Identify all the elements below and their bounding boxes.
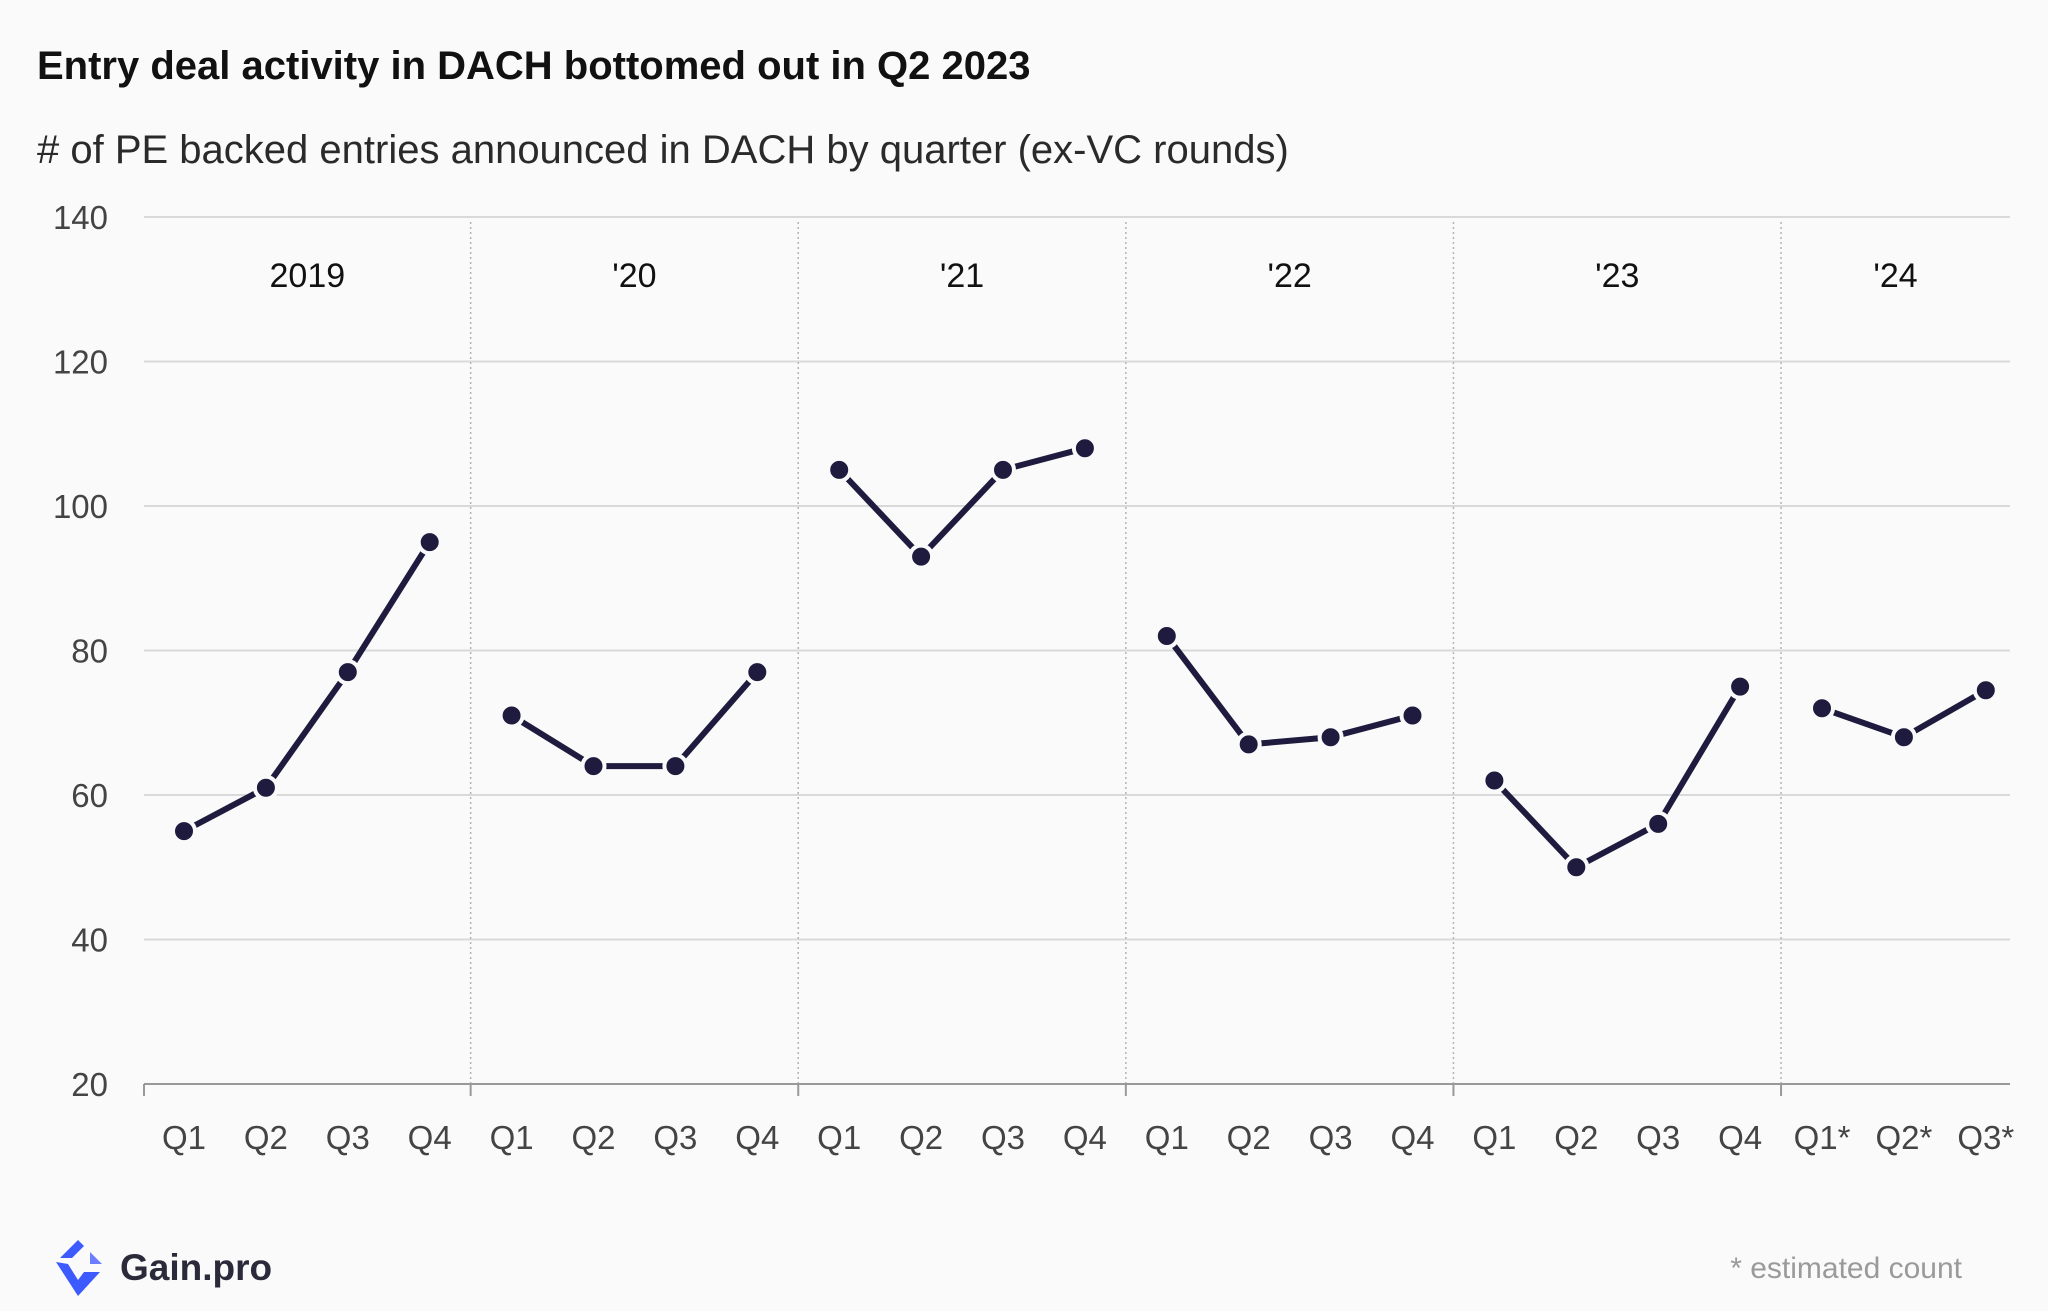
y-tick-label: 140 xyxy=(53,199,108,236)
x-tick-label: Q4 xyxy=(1718,1119,1762,1156)
grid-lines xyxy=(144,216,2010,941)
y-tick-label: 80 xyxy=(71,633,108,670)
x-tick-label: Q2 xyxy=(571,1119,615,1156)
x-tick-label: Q2 xyxy=(1227,1119,1271,1156)
series-points xyxy=(171,435,1999,881)
y-tick-label: 100 xyxy=(53,488,108,525)
data-point[interactable] xyxy=(1727,673,1754,700)
gain-pro-logo-icon xyxy=(56,1240,102,1296)
chart-title: Entry deal activity in DACH bottomed out… xyxy=(37,44,1031,88)
x-tick-label: Q3 xyxy=(981,1119,1025,1156)
series-line-4 xyxy=(1491,683,1744,871)
brand-logo[interactable]: Gain.pro xyxy=(50,1238,272,1298)
year-label: '21 xyxy=(940,257,984,295)
year-label: '22 xyxy=(1267,257,1311,295)
year-labels: 2019 '20 '21 '22 '23 '24 xyxy=(270,257,1918,295)
y-tick-label: 60 xyxy=(71,777,108,814)
data-point[interactable] xyxy=(1645,810,1672,837)
x-tick-label: Q3 xyxy=(326,1119,370,1156)
data-point[interactable] xyxy=(252,774,279,801)
x-tick-label: Q1 xyxy=(162,1119,206,1156)
x-tick-label: Q2* xyxy=(1875,1119,1932,1156)
year-label: '24 xyxy=(1873,257,1917,295)
data-point[interactable] xyxy=(1563,854,1590,881)
data-point[interactable] xyxy=(1399,702,1426,729)
year-label: '23 xyxy=(1595,257,1639,295)
x-tick-label: Q4 xyxy=(1063,1119,1107,1156)
data-point[interactable] xyxy=(416,529,443,556)
x-tick-label: Q4 xyxy=(1390,1119,1434,1156)
x-tick-label: Q4 xyxy=(408,1119,452,1156)
data-point[interactable] xyxy=(1235,731,1262,758)
y-axis-ticks: 20 40 60 80 100 120 140 xyxy=(53,199,108,1103)
year-separators xyxy=(469,222,1782,1084)
data-point[interactable] xyxy=(662,753,689,780)
series-line-1 xyxy=(508,669,761,770)
x-tick-label: Q2 xyxy=(244,1119,288,1156)
data-point[interactable] xyxy=(1317,724,1344,751)
data-point[interactable] xyxy=(1809,695,1835,722)
y-tick-label: 120 xyxy=(53,344,108,381)
data-point[interactable] xyxy=(171,818,197,845)
data-point[interactable] xyxy=(498,702,525,729)
x-tick-label: Q2 xyxy=(1554,1119,1598,1156)
data-point[interactable] xyxy=(334,659,361,686)
x-tick-label: Q1* xyxy=(1794,1119,1851,1156)
data-point[interactable] xyxy=(1972,677,1999,704)
x-tick-label: Q1 xyxy=(1472,1119,1516,1156)
data-point[interactable] xyxy=(990,456,1016,483)
x-tick-label: Q3* xyxy=(1957,1119,2014,1156)
x-tick-label: Q1 xyxy=(490,1119,534,1156)
year-label: 2019 xyxy=(270,257,346,295)
x-tick-label: Q3 xyxy=(1636,1119,1680,1156)
x-tick-label: Q3 xyxy=(1309,1119,1353,1156)
data-point[interactable] xyxy=(1481,767,1508,794)
y-tick-label: 40 xyxy=(71,922,108,959)
x-tick-label: Q1 xyxy=(1145,1119,1189,1156)
x-tick-label: Q1 xyxy=(817,1119,861,1156)
series-line-2 xyxy=(836,445,1088,560)
data-point[interactable] xyxy=(1153,623,1180,650)
data-point[interactable] xyxy=(1071,435,1098,462)
x-tick-label: Q4 xyxy=(735,1119,779,1156)
series-line-0 xyxy=(181,539,433,835)
x-tick-label: Q2 xyxy=(899,1119,943,1156)
data-point[interactable] xyxy=(826,456,853,483)
footnote: * estimated count xyxy=(1730,1252,1962,1285)
x-axis xyxy=(143,1083,2010,1096)
data-point[interactable] xyxy=(580,753,607,780)
x-axis-ticks: Q1 Q2 Q3 Q4 Q1 Q2 Q3 Q4 Q1 Q2 Q3 Q4 Q1 Q2 Q3 Q4 Q1 Q2 Q3 Q4… xyxy=(162,1119,2014,1156)
series-lines xyxy=(181,445,1989,871)
data-point[interactable] xyxy=(744,659,771,686)
x-tick-label: Q3 xyxy=(653,1119,697,1156)
chart-subtitle: # of PE backed entries announced in DACH… xyxy=(37,128,1289,172)
data-point[interactable] xyxy=(1890,724,1917,751)
data-point[interactable] xyxy=(908,543,935,570)
y-tick-label: 20 xyxy=(71,1066,108,1103)
logo-text: Gain.pro xyxy=(120,1247,273,1288)
series-line-3 xyxy=(1163,633,1416,748)
year-label: '20 xyxy=(612,257,656,295)
